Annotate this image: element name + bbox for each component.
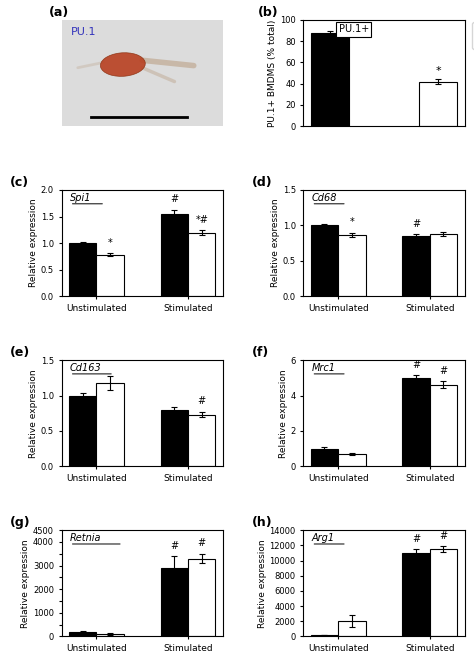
Text: #: # <box>198 538 206 548</box>
Text: (c): (c) <box>10 176 29 189</box>
Bar <box>161 410 188 466</box>
Text: (h): (h) <box>252 516 273 529</box>
Bar <box>402 236 430 296</box>
Y-axis label: Relative expression: Relative expression <box>29 199 38 288</box>
Bar <box>430 385 457 466</box>
Bar <box>402 378 430 466</box>
Text: Retnia: Retnia <box>70 533 101 544</box>
Bar <box>430 549 457 636</box>
Text: (g): (g) <box>10 516 31 529</box>
Text: #: # <box>170 194 178 204</box>
Bar <box>96 383 124 466</box>
Text: #: # <box>412 534 420 544</box>
Bar <box>69 632 96 636</box>
Bar <box>161 214 188 296</box>
Bar <box>419 82 457 126</box>
Bar <box>188 414 216 466</box>
Text: *#: *# <box>195 215 208 225</box>
Y-axis label: PU.1+ BMDMS (% total): PU.1+ BMDMS (% total) <box>268 19 277 127</box>
Bar <box>310 635 338 636</box>
Bar <box>310 449 338 466</box>
Legend: Floxed control, Spi1-mutant: Floxed control, Spi1-mutant <box>472 22 474 49</box>
Text: PU.1: PU.1 <box>71 27 97 37</box>
Text: (d): (d) <box>252 176 273 189</box>
Text: Spi1: Spi1 <box>70 193 91 203</box>
Bar <box>69 243 96 296</box>
Bar <box>310 32 349 126</box>
Text: *: * <box>349 217 354 227</box>
Bar <box>310 225 338 296</box>
Text: *: * <box>108 238 112 248</box>
Bar <box>96 634 124 636</box>
Y-axis label: Relative expression: Relative expression <box>258 539 267 628</box>
Y-axis label: Relative expression: Relative expression <box>279 369 288 457</box>
Ellipse shape <box>100 53 146 76</box>
Bar <box>338 235 365 296</box>
Text: Cd68: Cd68 <box>311 193 337 203</box>
Text: Cd163: Cd163 <box>70 363 101 373</box>
Bar <box>188 558 216 636</box>
Text: *: * <box>436 66 441 76</box>
Y-axis label: Relative expression: Relative expression <box>21 539 30 628</box>
Bar <box>338 454 365 466</box>
Text: (e): (e) <box>10 346 30 359</box>
Text: #: # <box>412 219 420 229</box>
Bar <box>188 233 216 296</box>
Text: #: # <box>198 396 206 406</box>
Y-axis label: Relative expression: Relative expression <box>271 199 280 288</box>
Bar <box>161 568 188 636</box>
Bar <box>430 234 457 296</box>
Text: Mrc1: Mrc1 <box>311 363 336 373</box>
Y-axis label: Relative expression: Relative expression <box>29 369 38 457</box>
Bar <box>338 621 365 636</box>
Text: (b): (b) <box>258 6 279 19</box>
Text: #: # <box>412 360 420 370</box>
Text: Arg1: Arg1 <box>311 533 335 544</box>
Text: (f): (f) <box>252 346 269 359</box>
Bar <box>69 396 96 466</box>
Text: #: # <box>170 541 178 551</box>
Text: #: # <box>439 531 447 541</box>
Bar <box>96 255 124 296</box>
Text: #: # <box>439 366 447 376</box>
Text: PU.1+: PU.1+ <box>339 24 369 34</box>
Text: (a): (a) <box>49 6 69 19</box>
Bar <box>402 553 430 636</box>
